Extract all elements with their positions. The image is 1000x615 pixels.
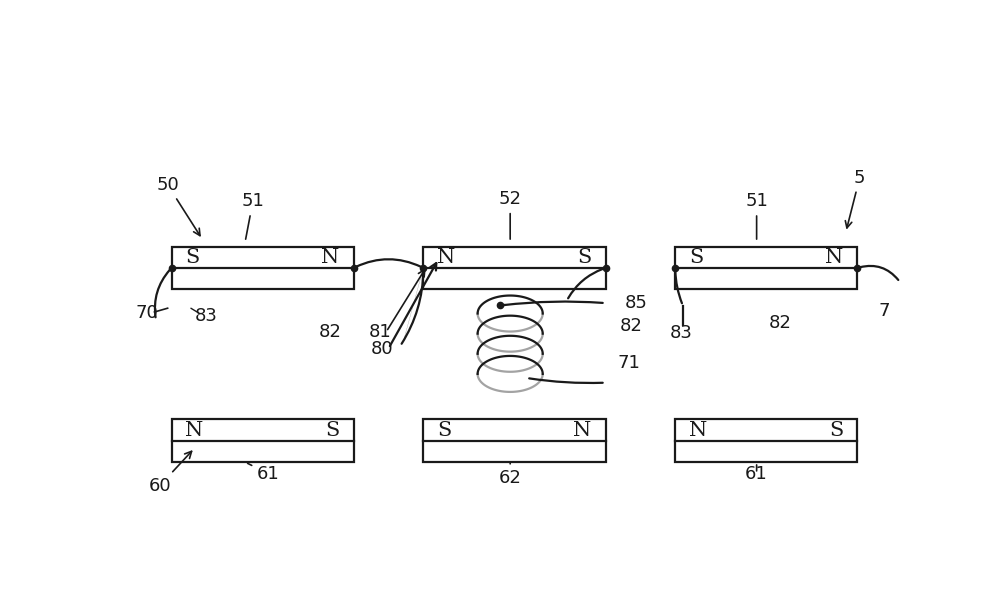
Text: S: S — [577, 248, 592, 267]
Bar — [423, 419, 606, 462]
Bar — [172, 419, 354, 462]
Text: 80: 80 — [371, 341, 394, 359]
Text: 71: 71 — [617, 354, 640, 371]
Text: 62: 62 — [499, 462, 522, 488]
Text: 51: 51 — [241, 192, 264, 239]
Text: 83: 83 — [195, 308, 218, 325]
Bar — [675, 247, 857, 289]
Text: N: N — [573, 421, 592, 440]
Text: 85: 85 — [625, 294, 648, 312]
Text: 51: 51 — [745, 192, 768, 239]
Bar — [675, 419, 857, 462]
Text: S: S — [829, 421, 843, 440]
Bar — [172, 247, 354, 289]
Text: S: S — [437, 421, 452, 440]
Text: 82: 82 — [768, 314, 791, 332]
Text: N: N — [825, 248, 843, 267]
Text: S: S — [325, 421, 340, 440]
Text: S: S — [689, 248, 703, 267]
Text: N: N — [321, 248, 340, 267]
Text: S: S — [185, 248, 200, 267]
Text: 52: 52 — [499, 190, 522, 239]
Text: 81: 81 — [369, 323, 392, 341]
Text: 61: 61 — [745, 465, 768, 483]
Text: 50: 50 — [156, 176, 200, 236]
Text: N: N — [437, 248, 456, 267]
Text: 61: 61 — [248, 463, 280, 483]
Text: 5: 5 — [845, 169, 865, 228]
Text: N: N — [689, 421, 707, 440]
Text: 82: 82 — [619, 317, 642, 335]
Text: N: N — [185, 421, 204, 440]
Text: 60: 60 — [149, 451, 192, 494]
Text: 82: 82 — [319, 323, 342, 341]
Text: 7: 7 — [879, 301, 890, 320]
Text: 70: 70 — [135, 304, 158, 322]
Text: 83: 83 — [670, 324, 693, 342]
Bar — [423, 247, 606, 289]
